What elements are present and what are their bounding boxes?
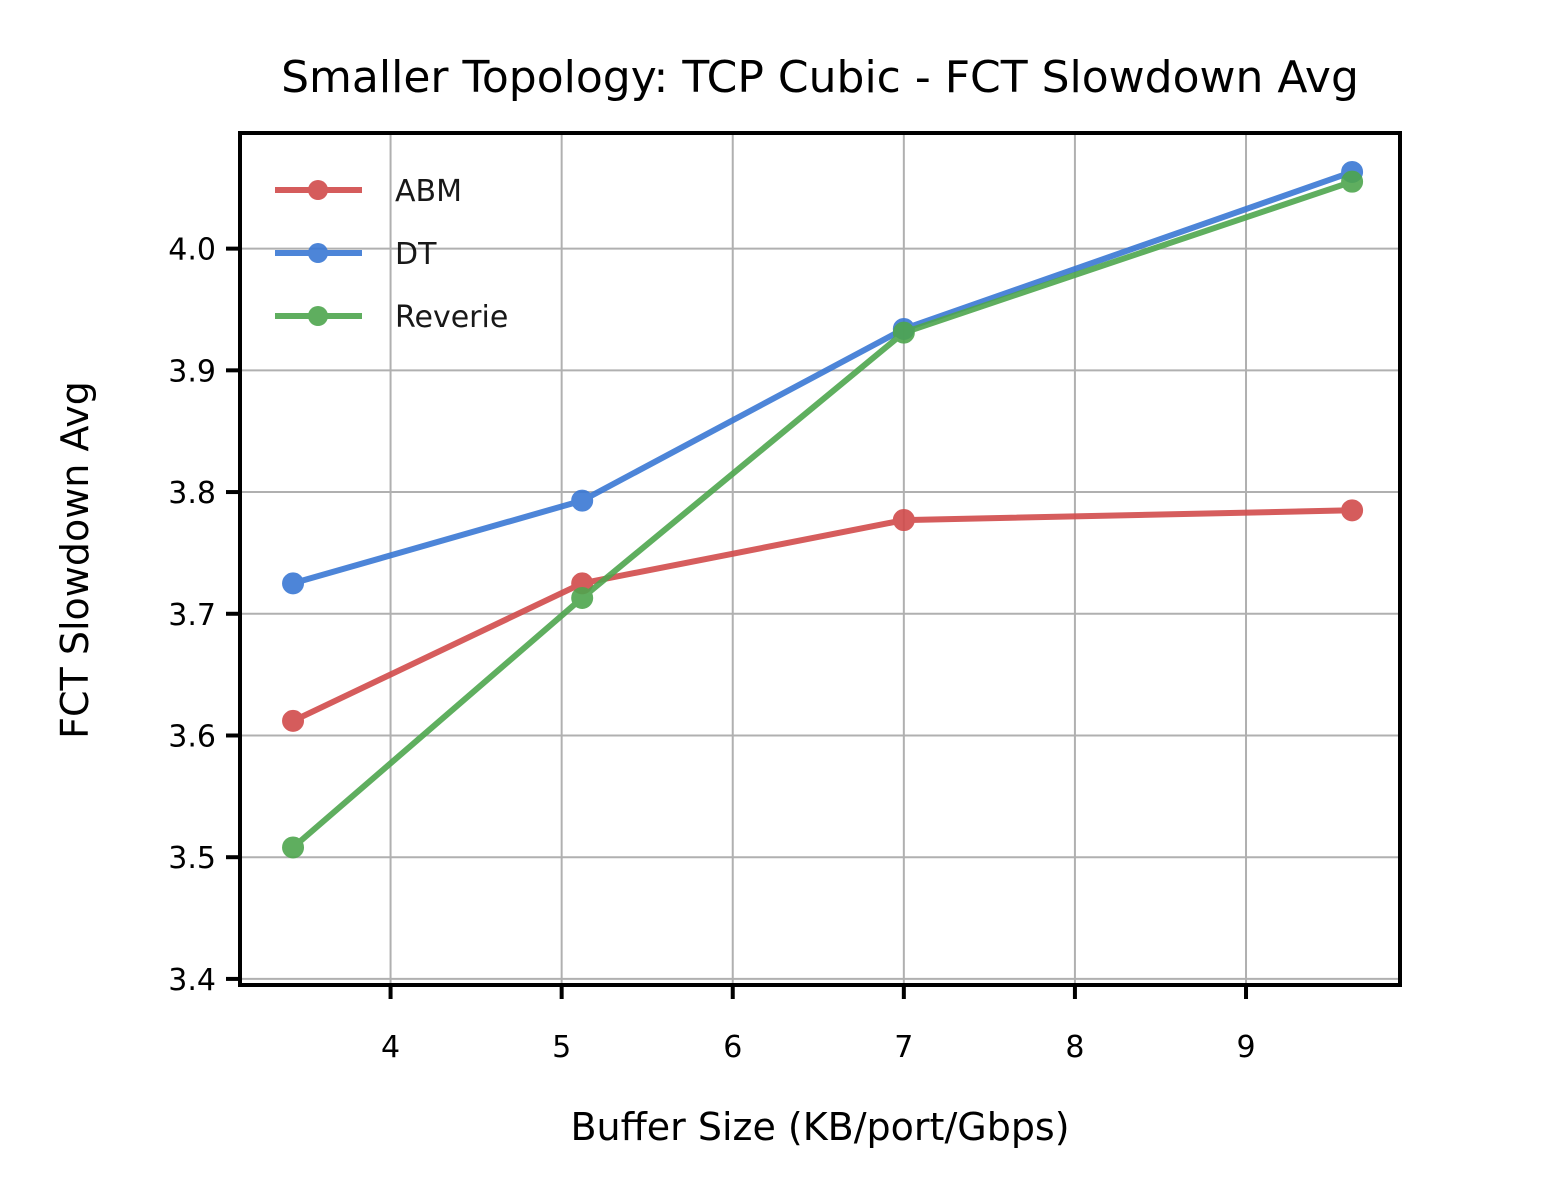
axis-ticks: 4 5 6 7 8 9 3.4 3.5 3.6 3.7 3.8 3.9 4.0 <box>168 233 1255 1065</box>
x-tick-label: 4 <box>381 1030 400 1065</box>
x-tick-label: 8 <box>1065 1030 1084 1065</box>
chart-title: Smaller Topology: TCP Cubic - FCT Slowdo… <box>281 52 1359 103</box>
data-point <box>571 489 594 512</box>
data-point <box>282 836 305 859</box>
grid-lines <box>240 133 1400 985</box>
y-tick-label: 3.8 <box>168 476 216 511</box>
data-point <box>282 572 305 595</box>
legend: ABM DT Reverie <box>275 174 508 335</box>
y-tick-label: 3.5 <box>168 841 216 876</box>
series-layer <box>282 160 1364 859</box>
legend-marker <box>308 243 328 263</box>
plot-frame <box>238 131 1402 987</box>
data-point <box>571 586 594 609</box>
series-dt <box>282 160 1364 595</box>
data-point <box>282 709 305 732</box>
data-point <box>1341 499 1364 522</box>
y-axis-label: FCT Slowdown Avg <box>53 381 97 739</box>
y-tick-label: 3.4 <box>168 963 216 998</box>
series-abm <box>282 499 1364 732</box>
data-point <box>892 509 915 532</box>
y-tick-label: 4.0 <box>168 233 216 268</box>
x-tick-label: 5 <box>552 1030 571 1065</box>
y-tick-label: 3.6 <box>168 719 216 754</box>
data-point <box>1341 170 1364 193</box>
y-tick-label: 3.7 <box>168 598 216 633</box>
legend-item-abm: ABM <box>275 174 462 209</box>
x-axis-label: Buffer Size (KB/port/Gbps) <box>570 1105 1069 1149</box>
series-reverie <box>282 170 1364 859</box>
x-tick-label: 7 <box>894 1030 913 1065</box>
legend-label: ABM <box>395 174 462 209</box>
legend-marker <box>308 306 328 326</box>
legend-item-reverie: Reverie <box>275 300 508 335</box>
y-tick-label: 3.9 <box>168 354 216 389</box>
series-line <box>292 169 1354 587</box>
x-tick-label: 6 <box>723 1030 742 1065</box>
series-line <box>291 178 1354 850</box>
legend-item-dt: DT <box>275 237 437 272</box>
legend-label: Reverie <box>395 300 508 335</box>
legend-label: DT <box>395 237 437 272</box>
series-line <box>291 507 1353 724</box>
legend-marker <box>308 180 328 200</box>
x-tick-label: 9 <box>1236 1030 1255 1065</box>
data-point <box>892 321 915 344</box>
